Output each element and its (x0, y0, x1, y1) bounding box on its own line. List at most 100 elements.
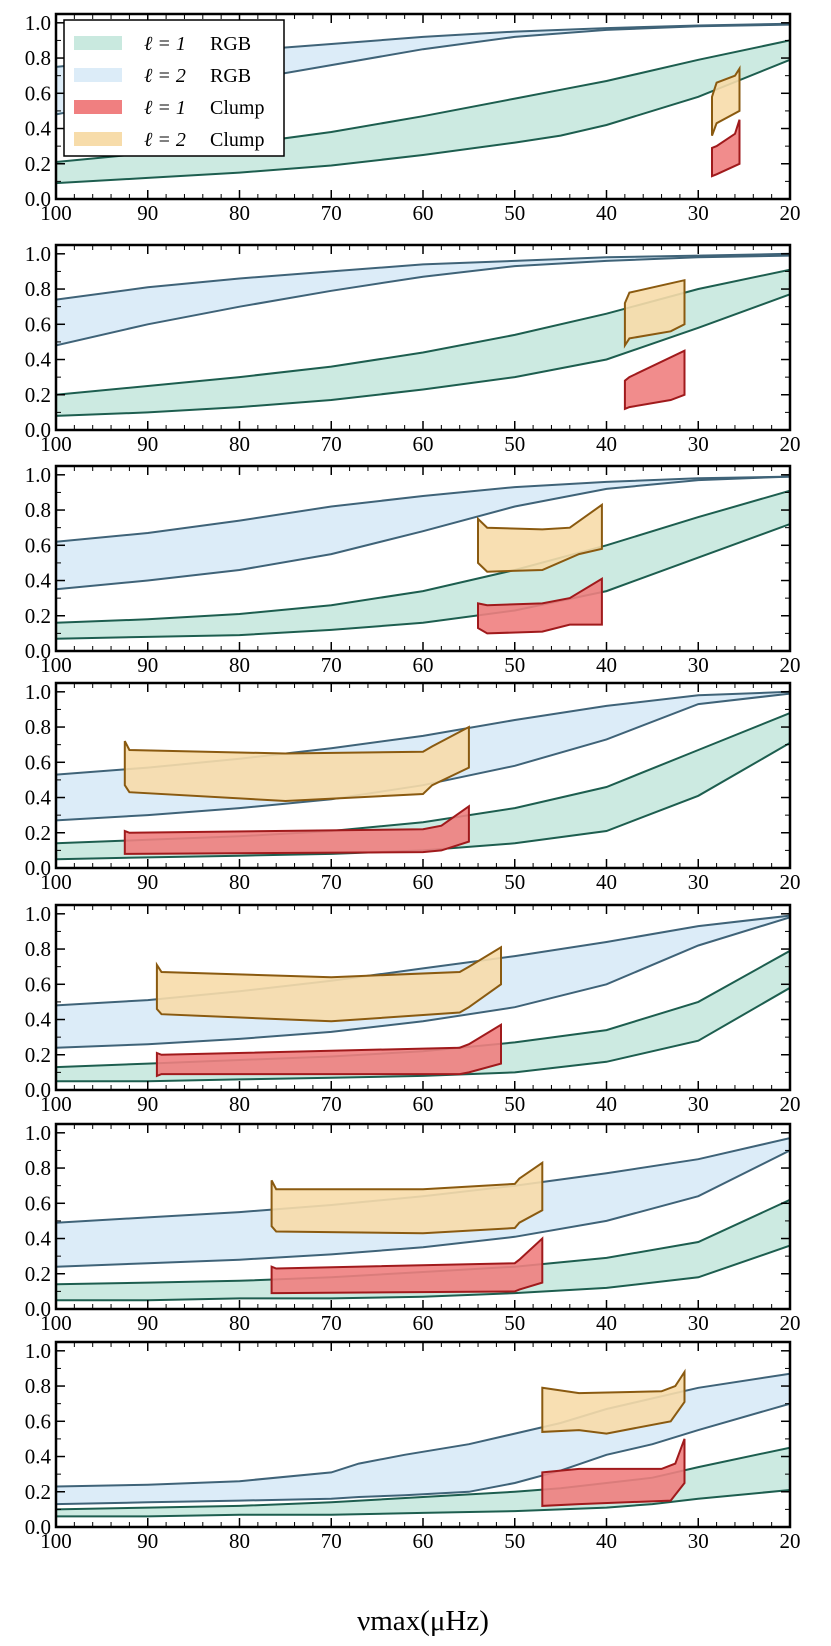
y-tick-label: 0.8 (25, 937, 51, 961)
l1-rgb-band (56, 950, 790, 1082)
x-tick-label: 30 (688, 432, 709, 456)
x-tick-label: 50 (504, 201, 525, 225)
x-axis-label: νmax(μHz) (357, 1605, 489, 1637)
x-tick-label: 40 (596, 1092, 617, 1116)
x-tick-label: 100 (40, 1311, 72, 1335)
plot-area (56, 1368, 790, 1518)
plot-area (56, 1137, 790, 1302)
y-tick-label: 0.0 (25, 856, 51, 880)
x-tick-label: 30 (688, 1529, 709, 1553)
l2-clump-region (541, 1368, 686, 1435)
y-tick-label: 1.0 (25, 680, 51, 704)
l1-rgb-lower-line (56, 986, 790, 1083)
plot-area (56, 252, 790, 417)
y-tick-label: 0.2 (25, 604, 51, 628)
y-tick-label: 0.4 (25, 786, 52, 810)
l2-clump-region (155, 945, 502, 1023)
x-tick-label: 40 (596, 432, 617, 456)
y-tick-label: 0.8 (25, 1374, 51, 1398)
y-tick-label: 0.0 (25, 1078, 51, 1102)
y-tick-label: 0.8 (25, 277, 51, 301)
y-tick-label: 0.6 (25, 533, 51, 557)
x-tick-label: 20 (780, 432, 801, 456)
y-tick-label: 0.0 (25, 1515, 51, 1539)
l2-clump-region (711, 65, 741, 136)
x-tick-label: 100 (40, 870, 72, 894)
y-tick-label: 1.0 (25, 463, 51, 487)
plot-area (56, 914, 790, 1083)
y-tick-label: 0.6 (25, 750, 51, 774)
x-tick-label: 20 (780, 1311, 801, 1335)
x-tick-label: 20 (780, 870, 801, 894)
x-tick-label: 60 (413, 1529, 434, 1553)
panel-5: 100 90 80 70 60 50 40 30 20 0.0 0.2 0.4 0.6 0.8 1.0 (25, 902, 801, 1116)
y-tick-label: 0.6 (25, 972, 51, 996)
x-tick-label: 60 (413, 432, 434, 456)
y-tick-label: 0.4 (25, 1227, 52, 1251)
x-tick-label: 50 (504, 432, 525, 456)
x-tick-label: 100 (40, 1092, 72, 1116)
y-tick-label: 0.2 (25, 152, 51, 176)
y-tick-label: 0.0 (25, 418, 51, 442)
legend-swatch-l1-rgb (74, 36, 122, 50)
plot-area (56, 690, 790, 861)
x-tick-label: 40 (596, 653, 617, 677)
y-tick-label: 0.0 (25, 639, 51, 663)
x-tick-label: 100 (40, 201, 72, 225)
y-tick-label: 0.4 (25, 1008, 52, 1032)
y-tick-label: 0.0 (25, 1297, 51, 1321)
x-tick-label: 50 (504, 870, 525, 894)
l2-rgb-lower-line (56, 1402, 790, 1506)
l1-rgb-lower-line (56, 523, 790, 640)
y-tick-label: 0.8 (25, 46, 51, 70)
x-tick-label: 40 (596, 1529, 617, 1553)
x-tick-label: 50 (504, 653, 525, 677)
l1-clump-region (270, 1236, 544, 1295)
x-tick-label: 70 (321, 432, 342, 456)
x-tick-label: 50 (504, 1311, 525, 1335)
legend-label: RGB (210, 65, 251, 87)
x-tick-label: 60 (413, 653, 434, 677)
legend-symbol: ℓ = 2 (144, 129, 186, 151)
l1-rgb-lower-line (56, 293, 790, 417)
x-tick-label: 90 (137, 653, 158, 677)
x-tick-label: 50 (504, 1092, 525, 1116)
l2-rgb-band (56, 253, 790, 346)
x-tick-label: 80 (229, 1311, 250, 1335)
l1-rgb-lower-line (56, 1244, 790, 1302)
legend-symbol: ℓ = 1 (144, 97, 186, 119)
x-tick-label: 60 (413, 870, 434, 894)
panel-7: 100 90 80 70 60 50 40 30 20 0.0 0.2 0.4 0.6 0.8 1.0 (25, 1339, 801, 1553)
l2-rgb-lower-line (56, 475, 790, 591)
l1-rgb-band (56, 490, 790, 639)
y-tick-label: 1.0 (25, 902, 51, 926)
l1-clump-region (477, 577, 603, 635)
y-tick-label: 1.0 (25, 11, 51, 35)
panel-6: 100 90 80 70 60 50 40 30 20 0.0 0.2 0.4 0.6 0.8 1.0 (25, 1121, 801, 1335)
y-tick-label: 0.4 (25, 117, 52, 141)
x-tick-label: 60 (413, 1311, 434, 1335)
y-tick-label: 0.0 (25, 187, 51, 211)
l2-rgb-lower-line (56, 916, 790, 1049)
l1-clump-region (123, 804, 470, 855)
y-tick-label: 0.8 (25, 715, 51, 739)
legend-swatch-l2-clump (74, 132, 122, 146)
x-tick-label: 80 (229, 432, 250, 456)
l2-clump-region (270, 1160, 544, 1235)
l1-rgb-lower-line (56, 58, 790, 185)
y-tick-label: 0.6 (25, 312, 51, 336)
panel-2: 100 90 80 70 60 50 40 30 20 0.0 0.2 0.4 0.6 0.8 1.0 (25, 242, 801, 456)
x-tick-label: 80 (229, 1529, 250, 1553)
x-tick-label: 90 (137, 432, 158, 456)
legend-label: Clump (210, 97, 264, 119)
x-tick-label: 100 (40, 1529, 72, 1553)
x-tick-label: 70 (321, 201, 342, 225)
l1-clump-region (623, 349, 686, 411)
l1-rgb-band (56, 269, 790, 416)
l1-rgb-band (56, 1199, 790, 1301)
l2-clump-region (477, 502, 603, 573)
x-tick-label: 20 (780, 1529, 801, 1553)
x-tick-label: 70 (321, 1092, 342, 1116)
x-tick-label: 80 (229, 653, 250, 677)
x-tick-label: 30 (688, 1092, 709, 1116)
